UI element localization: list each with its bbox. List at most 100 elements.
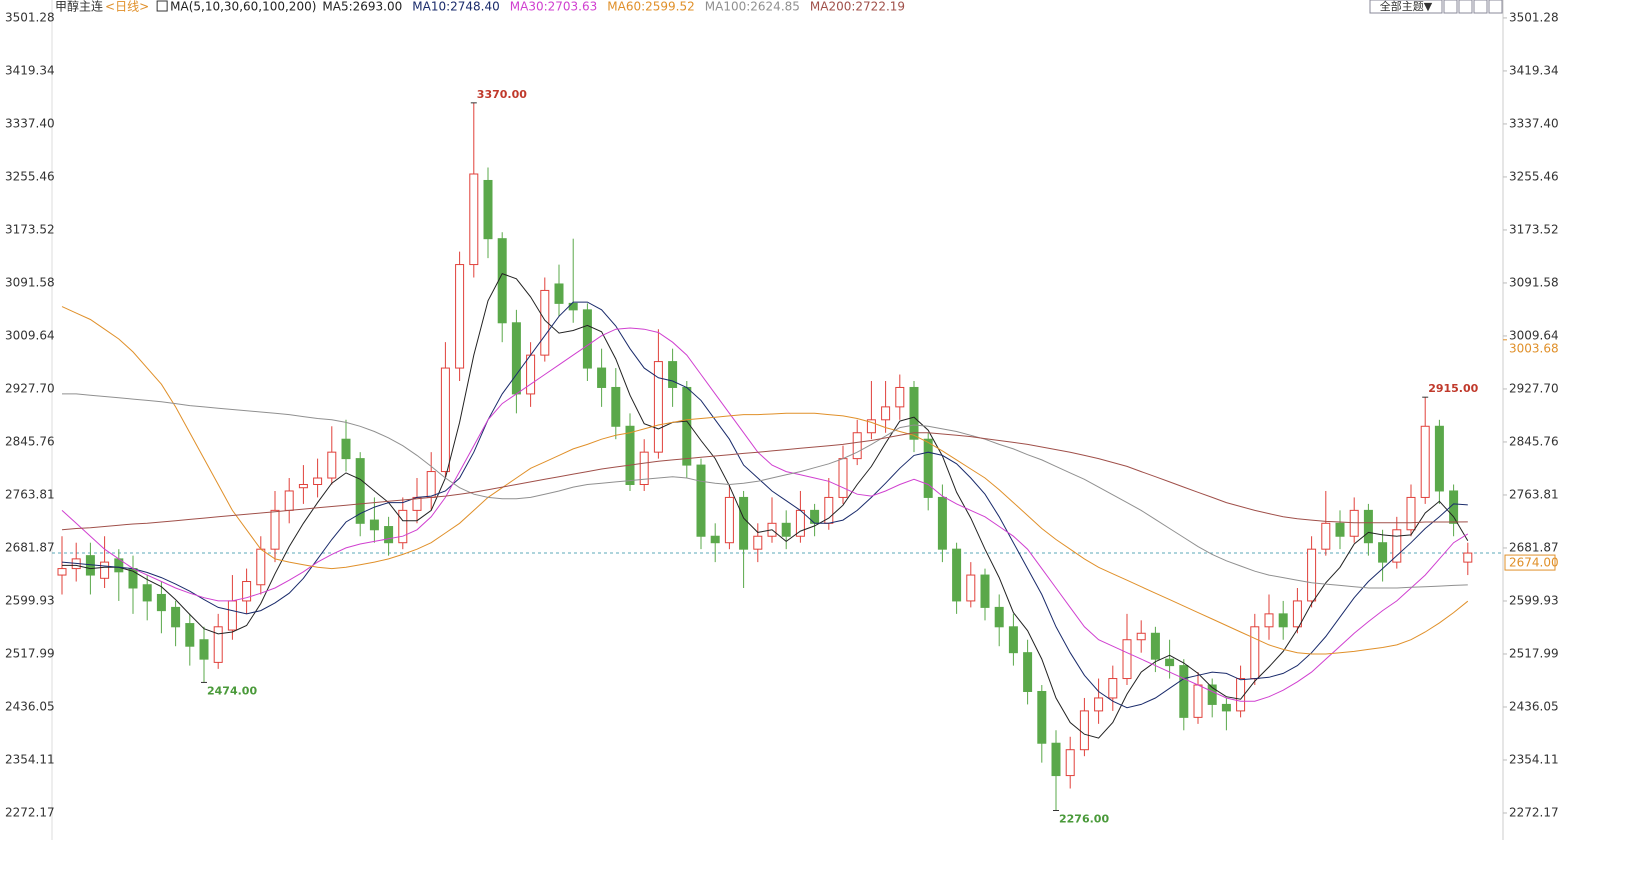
ma-line [62,393,1468,589]
candle-body [980,574,990,608]
period: <日线> [105,0,149,14]
candle-body [682,386,692,466]
candle-body [582,309,592,369]
y-tick-label: 2681.87 [5,540,55,554]
theme-button[interactable] [1369,0,1443,14]
y-tick-label-right: 2354.11 [1509,752,1559,766]
candle-body [526,354,536,395]
tool-icon[interactable] [1473,0,1488,14]
instrument-name: 甲醇主连 [55,0,103,14]
y-tick-label: 3091.58 [5,275,55,289]
y-tick-label: 3419.34 [5,63,55,77]
candle-body [1463,552,1473,563]
extreme-label: 2474.00 [207,684,257,697]
y-tick-label-right: 2517.99 [1509,646,1559,660]
candle-body [895,386,905,408]
candle-body [1392,529,1402,563]
candle-body [1264,613,1274,628]
candle-body [142,584,152,602]
candle-body [1378,542,1388,563]
candle-body [341,438,351,460]
y-tick-label: 3337.40 [5,116,55,130]
last-price-box [1504,554,1556,571]
ma-line [61,432,1468,531]
candle-body [1349,509,1359,537]
y-tick-label-right: 2845.76 [1509,434,1559,448]
candle-body [881,406,891,421]
candle-body [213,626,223,663]
ma-line [62,272,1469,739]
y-tick-label-right: 3419.34 [1509,63,1559,77]
y-tick-label-right: 2272.17 [1509,805,1559,819]
candle-body [185,623,195,647]
y-tick-label: 2272.17 [5,805,55,819]
candle-body [384,526,394,544]
candle-body [1150,632,1160,660]
candle-body [1193,684,1203,718]
candle-body [1434,425,1444,492]
candle-body [852,432,862,460]
candle-body [1307,548,1317,602]
candle-body [1179,665,1189,718]
y-tick-label: 2354.11 [5,752,55,766]
candle-body [156,593,166,612]
candle-body [795,509,805,537]
candle-body [1094,697,1104,712]
y-tick-label: 3173.52 [5,222,55,236]
candle-body [426,471,436,498]
candle-body [1250,626,1260,680]
candle-body [923,438,933,498]
price-marker-label: 3003.68 [1509,341,1559,355]
candle-body [611,386,621,427]
candle-body [937,496,947,550]
y-tick-label: 2927.70 [5,381,55,395]
candle-body [1165,658,1175,667]
indicator-icon [156,0,168,12]
extreme-label: 3370.00 [477,88,527,101]
y-tick-label: 2436.05 [5,699,55,713]
candle-body [511,322,521,395]
candle-body [625,425,635,485]
y-tick-label-right: 3337.40 [1509,116,1559,130]
candle-body [171,606,181,628]
last-price-label: 2674.00 [1509,556,1559,570]
y-tick-label-right: 3173.52 [1509,222,1559,236]
candle-body [313,477,323,485]
tool-icon[interactable] [1488,0,1503,14]
candle-body [483,179,493,240]
candle-body [1008,626,1018,654]
candle-body [1363,509,1373,544]
candle-body [369,519,379,531]
candle-body [540,289,550,356]
tool-icon[interactable] [1443,0,1458,14]
y-tick-label-right: 3009.64 [1509,328,1559,342]
y-tick-label-right: 2763.81 [1509,487,1559,501]
ma-line [61,327,1469,702]
candle-body [753,535,763,550]
candle-body [1065,749,1075,777]
candle-body [1449,490,1459,524]
candle-body [966,574,976,602]
candle-body [1420,425,1430,498]
candle-body [100,561,110,579]
toolbar: 全部主题▼ [1369,0,1503,14]
tool-icon[interactable] [1458,0,1473,14]
candle-body [242,581,252,602]
candle-body [1321,522,1331,550]
candle-body [270,509,280,550]
candle-body [554,283,564,304]
candle-body [1221,703,1231,712]
candle-body [668,361,678,388]
ma-line [61,301,1468,709]
extreme-label: 2915.00 [1428,382,1478,395]
y-tick-label-right: 3091.58 [1509,275,1559,289]
candle-body [284,490,294,511]
legend-entry: MA30:2703.63 [510,0,598,14]
candle-body [497,238,507,324]
theme-button-label[interactable]: 全部主题▼ [1380,0,1433,13]
candle-body [866,419,876,434]
extreme-label: 2276.00 [1059,813,1109,826]
candle-body [1278,613,1288,628]
candle-body [838,458,848,498]
